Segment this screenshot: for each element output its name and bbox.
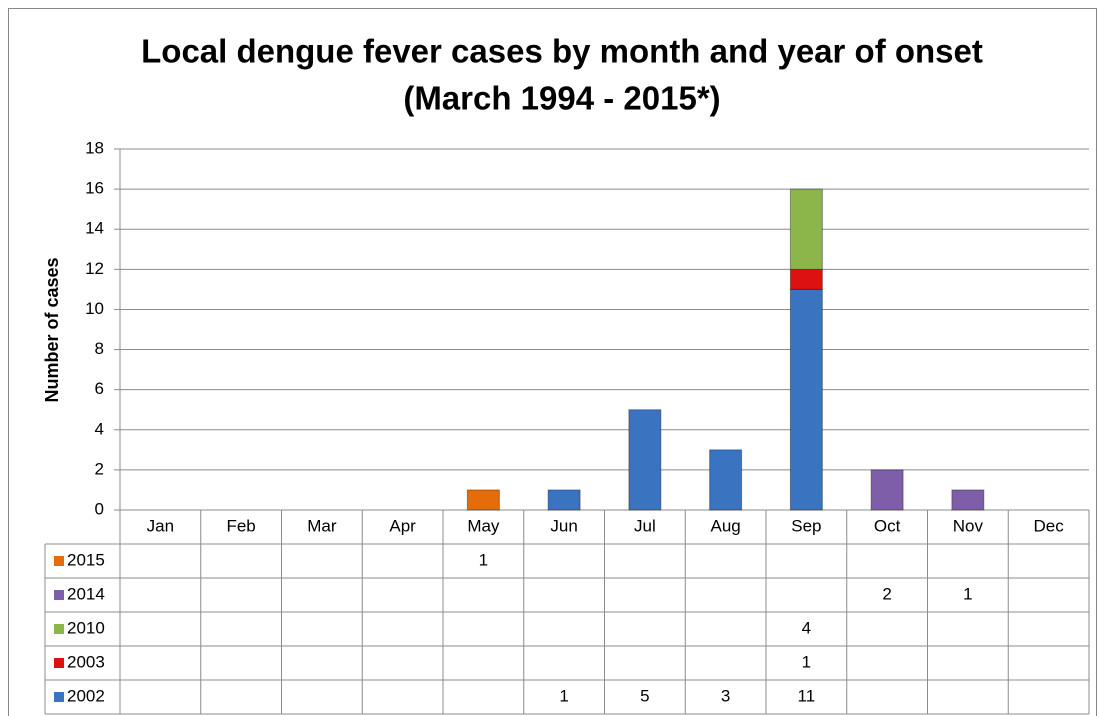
bar [870,469,904,511]
x-tick-label: Apr [389,516,416,535]
x-tick-label: Jan [147,516,174,535]
x-tick-label: Oct [874,516,901,535]
bar [547,489,581,511]
x-tick-label: Mar [307,516,337,535]
x-tick-label: May [467,516,500,535]
x-tick-label: Jun [550,516,577,535]
chart-border [8,8,1097,716]
legend-swatch [54,692,64,702]
x-tick-label: Jul [634,516,656,535]
table-value: 2 [882,584,891,603]
y-tick-label: 16 [85,179,104,198]
x-tick-label: Feb [226,516,255,535]
table-value: 4 [802,618,811,637]
legend-swatch [54,658,64,668]
y-axis-title: Number of cases [42,257,62,402]
y-tick-label: 10 [85,299,104,318]
legend-swatch [54,556,64,566]
x-tick-label: Nov [953,516,984,535]
bar [466,489,500,511]
legend-swatch [54,590,64,600]
table-value: 1 [559,686,568,705]
y-tick-label: 0 [95,499,104,518]
table-value: 1 [479,550,488,569]
y-tick-label: 8 [95,339,104,358]
table-value: 1 [963,584,972,603]
legend-label: 2002 [67,686,105,705]
legend-label: 2015 [67,550,105,569]
bar [709,449,743,511]
y-tick-label: 6 [95,379,104,398]
table-value: 3 [721,686,730,705]
bar [628,409,662,511]
x-tick-label: Aug [711,516,741,535]
chart-title: Local dengue fever cases by month and ye… [141,33,983,70]
table-value: 1 [802,652,811,671]
legend-label: 2014 [67,584,105,603]
legend-label: 2003 [67,652,105,671]
x-tick-label: Dec [1034,516,1065,535]
y-tick-label: 4 [95,419,104,438]
legend-label: 2010 [67,618,105,637]
x-tick-label: Sep [791,516,821,535]
bar [789,288,823,511]
y-tick-label: 2 [95,459,104,478]
bar [789,268,823,290]
table-value: 5 [640,686,649,705]
y-tick-label: 12 [85,259,104,278]
bar [951,489,985,511]
bar [789,188,823,270]
legend-swatch [54,624,64,634]
table-value: 11 [798,686,816,705]
chart-subtitle: (March 1994 - 2015*) [403,80,720,117]
y-tick-label: 18 [85,138,104,157]
y-tick-label: 14 [85,219,104,238]
